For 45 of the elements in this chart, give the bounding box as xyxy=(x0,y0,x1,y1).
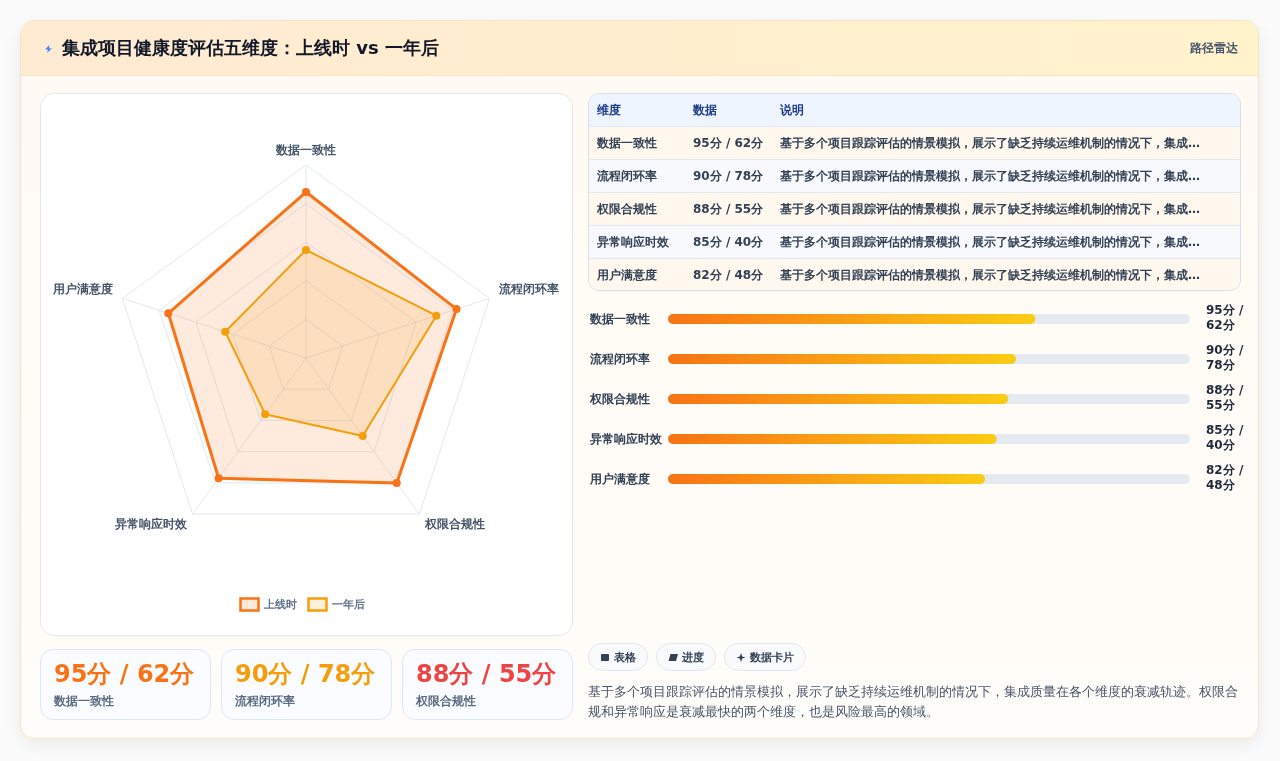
category-label: 进度 xyxy=(682,649,704,665)
data-label: 88分 / 55分 xyxy=(1206,383,1244,412)
y-tick-label: 异常响应时效 xyxy=(589,432,663,446)
text: 基于多个项目跟踪评估的情景模拟，展示了缺乏持续运维机制的情况下，集成… xyxy=(780,234,1200,249)
text: 95分 / 62分 xyxy=(54,660,195,688)
y-tick-label: 数据一致性 xyxy=(589,312,650,326)
chart-title: 集成项目健康度评估五维度：上线时 vs 一年后 xyxy=(62,36,439,60)
spoke-label: 用户满意度 xyxy=(51,282,113,297)
view-button: 数据卡片 xyxy=(724,643,806,671)
text: 90分 / 78分 xyxy=(235,660,376,688)
data-label: 95分 / 62分 xyxy=(1206,303,1244,332)
spoke-label: 数据一致性 xyxy=(275,143,336,157)
text: 88分 / 55分 xyxy=(416,660,557,688)
view-button: 表格 xyxy=(588,643,648,671)
category-label: 数据卡片 xyxy=(750,649,794,665)
category-label: 表格 xyxy=(614,649,636,665)
text: 82分 / 48分 xyxy=(693,267,764,282)
legend-label: 一年后 xyxy=(331,597,365,612)
category-label: 流程闭环率 xyxy=(235,694,295,708)
text: 85分 / 40分 xyxy=(693,234,764,249)
text: 基于多个项目跟踪评估的情景模拟，展示了缺乏持续运维机制的情况下，集成… xyxy=(780,168,1200,183)
text: 基于多个项目跟踪评估的情景模拟，展示了缺乏持续运维机制的情况下，集成质量在各个维度的衰减轨迹。权限合规和异常响应是衰减最快的两个维度，也是风险最高的领域。 xyxy=(588,684,1238,719)
data-label: 82分 / 48分 xyxy=(1206,463,1244,492)
text: 基于多个项目跟踪评估的情景模拟，展示了缺乏持续运维机制的情况下，集成… xyxy=(780,201,1200,216)
y-tick-label: 用户满意度 xyxy=(589,472,650,486)
category-label: 数据 xyxy=(693,102,717,117)
spoke-label: 异常响应时效 xyxy=(113,517,188,532)
y-tick-label: 权限合规性 xyxy=(589,392,650,406)
spoke-label: 权限合规性 xyxy=(424,517,486,532)
data-label: 85分 / 40分 xyxy=(1206,423,1244,452)
category-label: 说明 xyxy=(780,102,804,117)
text: 88分 / 55分 xyxy=(693,201,764,216)
legend-label: 上线时 xyxy=(263,597,297,612)
y-tick-label: 流程闭环率 xyxy=(589,352,650,366)
text: 95分 / 62分 xyxy=(693,135,764,150)
spoke-label: 流程闭环率 xyxy=(498,282,560,297)
category-label: 数据一致性 xyxy=(54,694,114,708)
view-button: 进度 xyxy=(656,643,716,671)
text: 基于多个项目跟踪评估的情景模拟，展示了缺乏持续运维机制的情况下，集成… xyxy=(780,135,1200,150)
text: 90分 / 78分 xyxy=(693,168,764,183)
data-label: 90分 / 78分 xyxy=(1206,343,1244,372)
category-label: 权限合规性 xyxy=(416,694,476,708)
text: 基于多个项目跟踪评估的情景模拟，展示了缺乏持续运维机制的情况下，集成… xyxy=(780,267,1200,282)
category-label: 维度 xyxy=(597,102,621,117)
text: 路径雷达 xyxy=(1190,39,1238,57)
